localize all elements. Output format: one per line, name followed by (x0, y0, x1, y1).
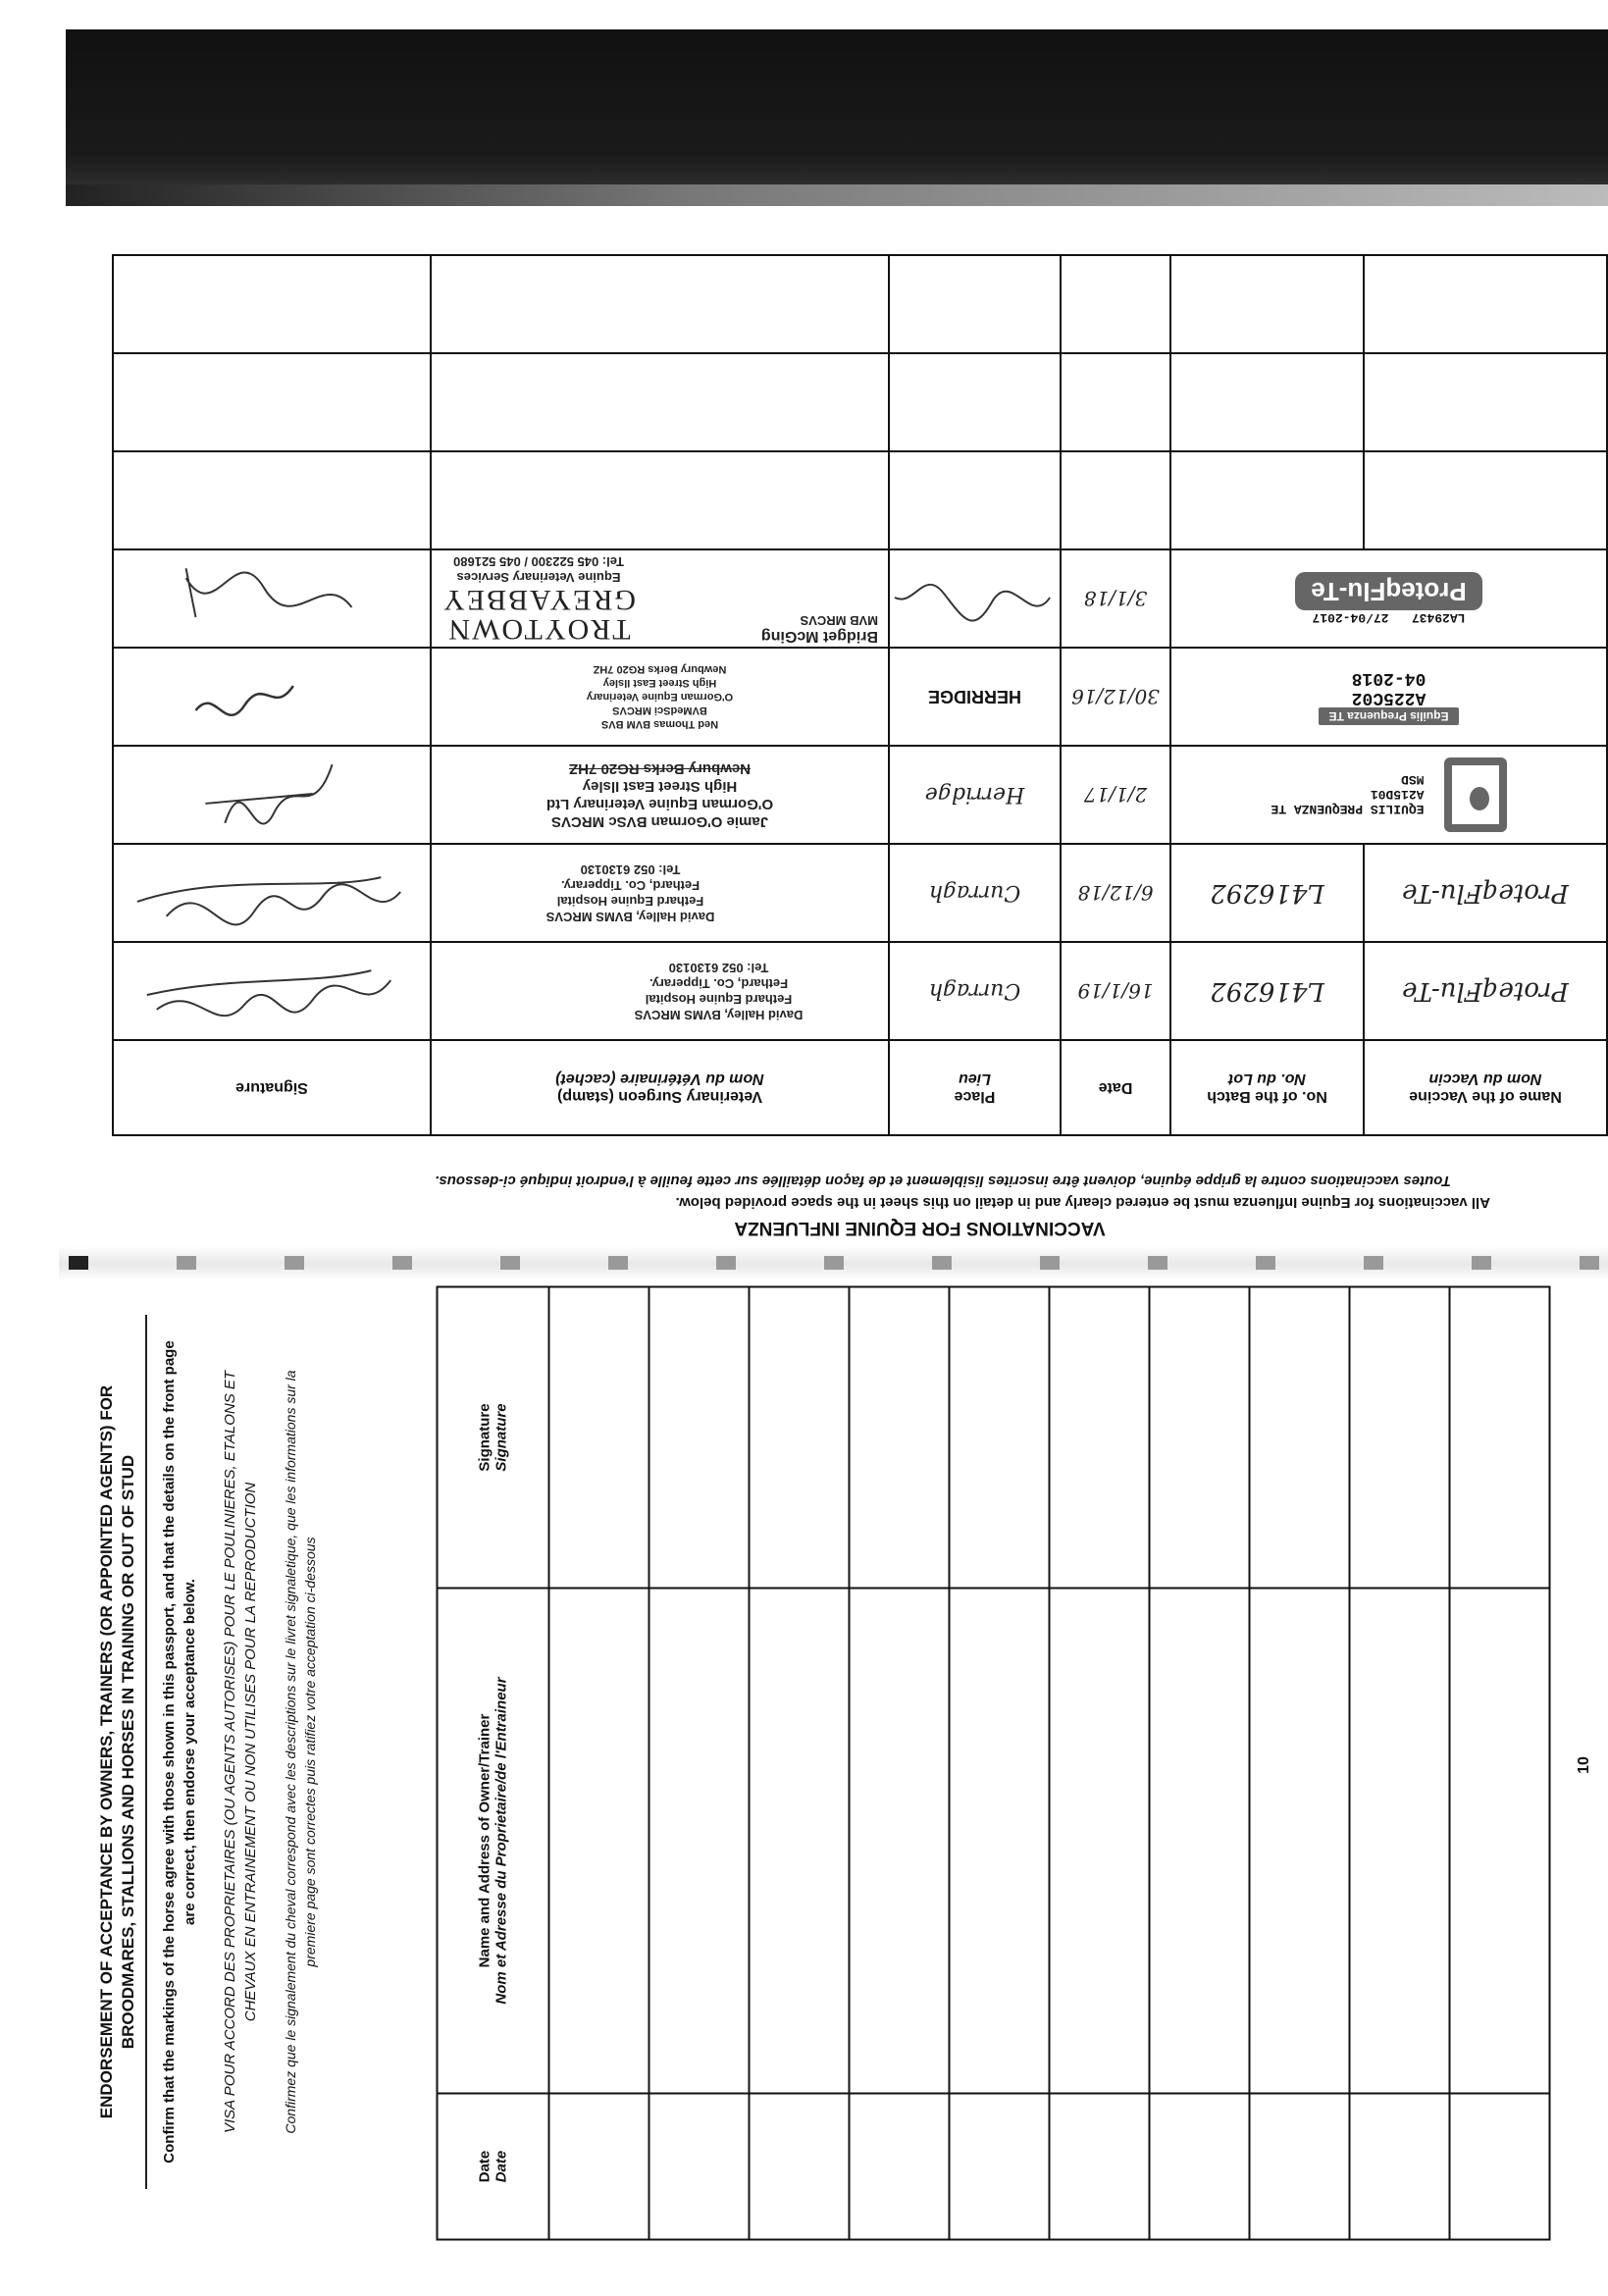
msd-logo-icon (1443, 757, 1507, 832)
place: Curragh (928, 978, 1021, 1004)
table-header-row: Date Date Name and Address of Owner/Train… (437, 1286, 549, 2240)
table-row (849, 1286, 950, 2240)
endorsement-text-en: Confirm that the markings of the horse a… (161, 1340, 198, 2164)
signature-scribble (194, 685, 294, 716)
signature-cell (113, 549, 431, 648)
vaccination-date: 30/12/16 (1071, 685, 1160, 708)
sticker-expiry: 04-2018 (1351, 668, 1426, 688)
table-row-empty (113, 451, 1607, 549)
signature-scribble (184, 567, 353, 618)
vet-stamp: David Halley, BVMS MRCVS Fethard Equine H… (634, 961, 804, 1022)
endorsement-title-fr: VISA POUR ACCORD DES PROPRIETAIRES (OU A… (222, 1370, 259, 2134)
sticker-batch-expiry: LA29437 27/04-2017 (1312, 610, 1466, 625)
signature-cell (113, 942, 431, 1040)
vaccination-date: 6/12/18 (1077, 881, 1154, 905)
owner-endorsement-table: Date Date Name and Address of Owner/Train… (437, 1286, 1551, 2241)
header-vet: Veterinary Surgeon (stamp) Nom du Vétérin… (431, 1040, 889, 1135)
table-row (648, 1286, 750, 2240)
header-signature: Signature Signature (437, 1286, 549, 1589)
vaccine-name: ProteqFlu-Te (1402, 976, 1569, 1006)
header-date: Date Date (437, 2093, 549, 2240)
vet-stamp: Jamie O'Gorman BVSc MRCVS O'Gorman Equine… (545, 760, 774, 830)
vaccine-sticker-label: Equilis Prequenza TE (1319, 707, 1459, 725)
table-row-empty (113, 353, 1607, 451)
instruction-fr: Toutes vaccinations contre la grippe équ… (435, 1173, 1451, 1189)
scan-dark-band (66, 29, 1608, 206)
table-row (1049, 1286, 1150, 2240)
endorsement-text-fr: Confirmez que le signalement du cheval c… (283, 1370, 318, 2134)
table-row: LA29437 27/04-2017 ProteqFlu-Te 3/1/18 B… (113, 549, 1607, 648)
signature-scribble (894, 584, 1051, 622)
table-header-row: Name of the Vaccine Nom du Vaccin No. of … (113, 1040, 1607, 1135)
header-vaccine: Name of the Vaccine Nom du Vaccin (1364, 1040, 1607, 1135)
place: Herridge (924, 782, 1025, 808)
signature-cell (113, 844, 431, 942)
vaccination-date: 2/1/17 (1083, 783, 1148, 807)
vaccine-sticker: EQUILIS PREQUENZA TE A215D01 MSD (1271, 772, 1425, 817)
signature-scribble (136, 876, 401, 926)
header-place: Place Lieu (889, 1040, 1061, 1135)
place: Curragh (928, 880, 1021, 906)
table-row (949, 1286, 1050, 2240)
batch-number: L416292 (1210, 976, 1324, 1006)
table-row (749, 1286, 850, 2240)
page-number: 10 (1575, 1756, 1592, 1774)
vet-name-stamp: Bridget McGing MVB MRCVS (760, 613, 878, 645)
table-row: ProteqFlu-Te L416292 16/1/19 Curragh Dav… (113, 942, 1607, 1040)
signature-scribble (205, 763, 334, 825)
table-row: ProteqFlu-Te L416292 6/12/18 Curragh Dav… (113, 844, 1607, 942)
vet-stamp: David Halley, BVMS MRCVS Fethard Equine H… (545, 862, 715, 924)
table-row (1449, 1286, 1550, 2240)
instruction-en: All vaccinations for Equine Influenza mu… (675, 1194, 1490, 1211)
place-cell (889, 549, 1061, 648)
scan-binding-marks (59, 1246, 1608, 1281)
vaccination-date: 16/1/19 (1077, 979, 1154, 1003)
header-date: Date (1061, 1040, 1170, 1135)
table-row: Equilis Prequenza TE A225C02 04-2018 30/… (113, 648, 1607, 746)
vaccine-sticker-label: ProteqFlu-Te (1295, 572, 1482, 610)
vaccination-table: Name of the Vaccine Nom du Vaccin No. of … (112, 254, 1608, 1136)
place-stamp: HERRIDGE (928, 687, 1022, 707)
header-name-address: Name and Address of Owner/Trainer Nom et … (437, 1588, 549, 2094)
table-row (1249, 1286, 1350, 2240)
vaccine-name: ProteqFlu-Te (1402, 878, 1569, 908)
endorsement-text: ENDORSEMENT OF ACCEPTANCE BY OWNERS, TRA… (88, 1276, 425, 2228)
vet-stamp: TROYTOWN GREYABBEY Equine Veterinary Servi… (441, 554, 637, 646)
header-batch: No. of the Batch No. du Lot (1170, 1040, 1364, 1135)
table-row-empty (113, 255, 1607, 353)
header-signature: Signature (113, 1040, 431, 1135)
signature-scribble (146, 969, 392, 1018)
endorsement-title: ENDORSEMENT OF ACCEPTANCE BY OWNERS, TRA… (88, 1315, 147, 2189)
table-row (548, 1286, 649, 2240)
table-row (1349, 1286, 1450, 2240)
sticker-batch: A225C02 (1351, 688, 1426, 707)
signature-cell (113, 746, 431, 844)
batch-number: L416292 (1210, 878, 1324, 908)
signature-cell (113, 648, 431, 746)
vaccination-section: VACCINATIONS FOR EQUINE INFLUENZA All va… (112, 254, 1608, 1242)
table-row (1149, 1286, 1250, 2240)
table-row: EQUILIS PREQUENZA TE A215D01 MSD 2/1/17 He… (113, 746, 1607, 844)
vet-stamp: Ned Thomas BVM BVS BVMedSci MRCVS O'Gorman… (586, 663, 734, 730)
section-title: VACCINATIONS FOR EQUINE INFLUENZA (734, 1218, 1106, 1238)
vaccination-date: 3/1/18 (1083, 587, 1148, 610)
